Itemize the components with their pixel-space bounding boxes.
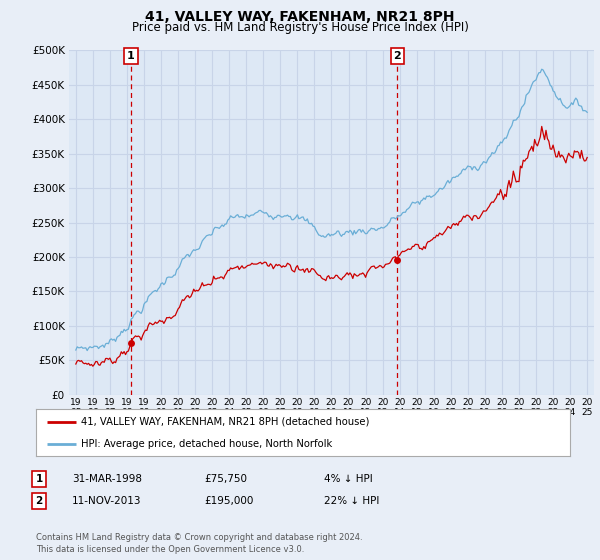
- Text: 1: 1: [127, 51, 135, 61]
- Text: 41, VALLEY WAY, FAKENHAM, NR21 8PH (detached house): 41, VALLEY WAY, FAKENHAM, NR21 8PH (deta…: [82, 417, 370, 427]
- Text: 11-NOV-2013: 11-NOV-2013: [72, 496, 142, 506]
- Text: 41, VALLEY WAY, FAKENHAM, NR21 8PH: 41, VALLEY WAY, FAKENHAM, NR21 8PH: [145, 10, 455, 24]
- Text: £75,750: £75,750: [204, 474, 247, 484]
- Text: 2: 2: [35, 496, 43, 506]
- Text: HPI: Average price, detached house, North Norfolk: HPI: Average price, detached house, Nort…: [82, 438, 332, 449]
- Text: Contains HM Land Registry data © Crown copyright and database right 2024.
This d: Contains HM Land Registry data © Crown c…: [36, 533, 362, 554]
- Text: 1: 1: [35, 474, 43, 484]
- Text: 2: 2: [394, 51, 401, 61]
- Text: 31-MAR-1998: 31-MAR-1998: [72, 474, 142, 484]
- Text: £195,000: £195,000: [204, 496, 253, 506]
- Text: 4% ↓ HPI: 4% ↓ HPI: [324, 474, 373, 484]
- Text: 22% ↓ HPI: 22% ↓ HPI: [324, 496, 379, 506]
- Text: Price paid vs. HM Land Registry's House Price Index (HPI): Price paid vs. HM Land Registry's House …: [131, 21, 469, 34]
